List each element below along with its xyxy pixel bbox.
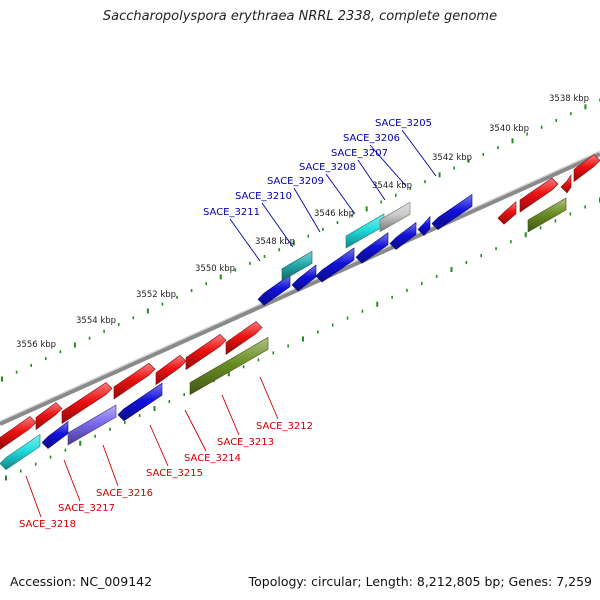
ruler-label: 3550 kbp: [195, 264, 235, 274]
reverse-cds-feature[interactable]: [41, 420, 69, 449]
accession-text: Accession: NC_009142: [10, 574, 153, 589]
ruler-label: 3552 kbp: [136, 290, 176, 300]
forward-cds-feature[interactable]: [497, 201, 517, 225]
gene-label-top[interactable]: SACE_3210: [235, 191, 292, 202]
forward-cds-feature[interactable]: [573, 154, 600, 183]
reverse-cds-feature[interactable]: [431, 193, 473, 230]
ruler-label: 3548 kbp: [255, 237, 295, 247]
gene-leader-line: [184, 409, 207, 452]
reverse-cds-feature[interactable]: [117, 382, 163, 422]
gene-label-top[interactable]: SACE_3209: [267, 176, 324, 187]
forward-cds-feature[interactable]: [519, 177, 559, 213]
gene-label-top[interactable]: SACE_3211: [203, 207, 260, 218]
gene-label-top[interactable]: SACE_3205: [375, 118, 432, 129]
forward-cds-feature[interactable]: [225, 321, 263, 356]
forward-cds-feature[interactable]: [560, 174, 572, 194]
ruler-label: 3538 kbp: [549, 94, 589, 104]
forward-cds-feature[interactable]: [155, 354, 187, 386]
forward-cds-feature[interactable]: [0, 416, 37, 450]
forward-cds-feature[interactable]: [113, 362, 156, 400]
genome-stats-text: Topology: circular; Length: 8,212,805 bp…: [248, 574, 592, 589]
gene-leader-line: [357, 159, 386, 201]
gene-leader-line: [261, 202, 294, 248]
gene-leader-line: [221, 394, 240, 436]
gene-leader-line: [229, 218, 261, 262]
ruler-label: 3556 kbp: [16, 340, 56, 350]
misc-feature[interactable]: [379, 201, 411, 233]
reverse-cds-feature[interactable]: [291, 264, 317, 292]
map-title: Saccharopolyspora erythraea NRRL 2338, c…: [102, 9, 498, 24]
gene-leader-line: [25, 475, 42, 518]
ruler-label: 3542 kbp: [432, 153, 472, 163]
forward-cds-feature[interactable]: [35, 402, 63, 431]
ruler-label: 3546 kbp: [314, 209, 354, 219]
gene-leader-line: [102, 444, 119, 487]
reverse-cds-feature[interactable]: [355, 232, 389, 264]
gene-leader-line: [369, 144, 407, 187]
gene-label-top[interactable]: SACE_3208: [299, 162, 356, 173]
ruler-label: 3544 kbp: [372, 181, 412, 191]
ruler-label: 3554 kbp: [76, 316, 116, 326]
gene-label-bottom[interactable]: SACE_3217: [58, 503, 115, 514]
gene-label-bottom[interactable]: SACE_3214: [184, 453, 241, 464]
forward-cds-feature[interactable]: [61, 382, 113, 425]
reverse-cds-feature[interactable]: [389, 221, 417, 250]
gene-label-top[interactable]: SACE_3207: [331, 148, 388, 159]
gene-leader-line: [293, 187, 321, 233]
gene-leader-line: [259, 376, 279, 420]
reverse-cds-feature[interactable]: [315, 247, 355, 283]
rna-feature[interactable]: [0, 433, 41, 470]
misc-feature[interactable]: [67, 404, 117, 446]
gene-label-bottom[interactable]: SACE_3212: [256, 421, 313, 432]
gene-leader-line: [63, 459, 81, 502]
reverse-cds-feature[interactable]: [417, 215, 431, 236]
gene-leader-line: [325, 173, 356, 215]
ruler-label: 3540 kbp: [489, 124, 529, 134]
misc-feature[interactable]: [527, 197, 567, 233]
gene-leader-line: [149, 424, 169, 467]
misc-feature[interactable]: [189, 336, 269, 396]
forward-cds-feature[interactable]: [185, 334, 227, 371]
gene-leader-line: [401, 129, 437, 177]
gene-label-bottom[interactable]: SACE_3215: [146, 468, 203, 479]
gene-label-bottom[interactable]: SACE_3216: [96, 488, 153, 499]
gene-label-bottom[interactable]: SACE_3218: [19, 519, 76, 530]
gene-label-bottom[interactable]: SACE_3213: [217, 437, 274, 448]
gene-label-top[interactable]: SACE_3206: [343, 133, 400, 144]
rna-feature[interactable]: [281, 250, 313, 282]
reverse-cds-feature[interactable]: [257, 274, 291, 306]
